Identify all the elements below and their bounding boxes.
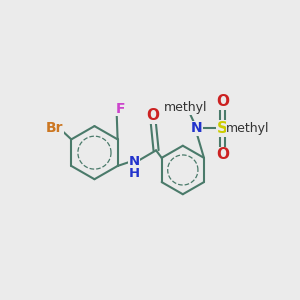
- Text: F: F: [115, 102, 125, 116]
- Text: H: H: [128, 167, 140, 180]
- Text: O: O: [146, 108, 159, 123]
- Text: N: N: [191, 122, 202, 135]
- Text: methyl: methyl: [164, 101, 207, 114]
- Text: N: N: [128, 155, 140, 168]
- Text: O: O: [216, 94, 229, 109]
- Text: O: O: [216, 148, 229, 163]
- Text: S: S: [217, 121, 228, 136]
- Text: methyl: methyl: [226, 122, 270, 135]
- Text: Br: Br: [46, 122, 64, 135]
